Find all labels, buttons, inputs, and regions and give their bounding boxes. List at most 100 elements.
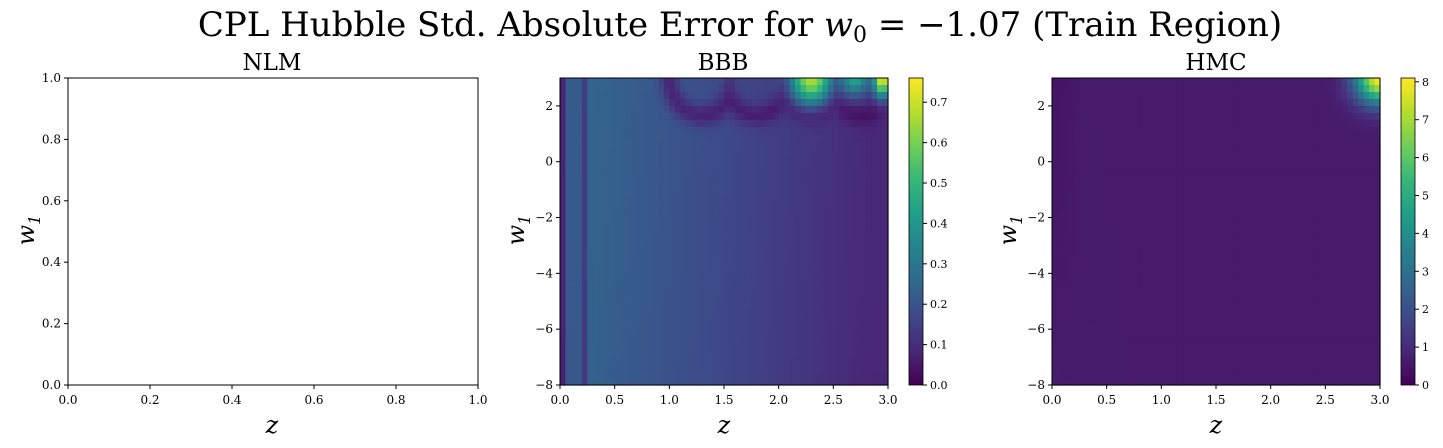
heatmap-cell xyxy=(1363,161,1370,170)
heatmap-cell xyxy=(734,287,741,295)
heatmap-cell xyxy=(1319,259,1326,267)
heatmap-cell xyxy=(833,259,840,267)
heatmap-cell xyxy=(740,371,747,379)
heatmap-cell xyxy=(696,217,703,226)
heatmap-cell xyxy=(647,175,654,184)
heatmap-cell xyxy=(680,252,687,261)
heatmap-cell xyxy=(658,280,665,288)
heatmap-cell xyxy=(1052,182,1059,191)
heatmap-cell xyxy=(866,224,873,233)
heatmap-cell xyxy=(1226,308,1233,316)
heatmap-cell xyxy=(603,273,610,281)
heatmap-cell xyxy=(1090,78,1097,86)
heatmap-cell xyxy=(1139,287,1146,295)
heatmap-cell xyxy=(1352,126,1359,135)
heatmap-cell xyxy=(1259,245,1266,254)
heatmap-cell xyxy=(1183,252,1190,261)
heatmap-cell xyxy=(1347,308,1354,316)
heatmap-cell xyxy=(1363,119,1370,128)
heatmap-cell xyxy=(1254,238,1261,247)
heatmap-cell xyxy=(1194,189,1201,198)
heatmap-cell xyxy=(1112,98,1119,107)
heatmap-cell xyxy=(729,210,736,219)
heatmap-cell xyxy=(696,147,703,156)
heatmap-cell xyxy=(652,231,659,240)
heatmap-cell xyxy=(1183,315,1190,323)
heatmap-cell xyxy=(1347,210,1354,219)
heatmap-cell xyxy=(1134,252,1141,261)
heatmap-cell xyxy=(1134,154,1141,163)
heatmap-cell xyxy=(800,168,807,177)
heatmap-cell xyxy=(1232,294,1239,302)
heatmap-cell xyxy=(1084,259,1091,267)
heatmap-cell xyxy=(778,357,785,365)
heatmap-cell xyxy=(784,238,791,247)
heatmap-cell xyxy=(1210,238,1217,247)
heatmap-cell xyxy=(1073,203,1080,212)
heatmap-cell xyxy=(1134,182,1141,191)
heatmap-cell xyxy=(767,105,774,114)
heatmap-cell xyxy=(1276,112,1283,121)
heatmap-cell xyxy=(1325,133,1332,142)
heatmap-cell xyxy=(1101,175,1108,184)
heatmap-cell xyxy=(871,203,878,212)
heatmap-cell xyxy=(1303,301,1310,309)
heatmap-cell xyxy=(1330,224,1337,233)
heatmap-cell xyxy=(1084,322,1091,330)
heatmap-cell xyxy=(751,364,758,372)
heatmap-cell xyxy=(560,329,567,337)
heatmap-cell xyxy=(669,147,676,156)
heatmap-cell xyxy=(1216,119,1223,128)
heatmap-cell xyxy=(1134,294,1141,302)
heatmap-cell xyxy=(795,161,802,170)
heatmap-cell xyxy=(1134,231,1141,240)
heatmap-cell xyxy=(581,182,588,191)
heatmap-cell xyxy=(603,105,610,114)
heatmap-cell xyxy=(647,350,654,358)
heatmap-cell xyxy=(1287,112,1294,121)
heatmap-cell xyxy=(1352,140,1359,149)
heatmap-cell xyxy=(1210,224,1217,233)
heatmap-cell xyxy=(1123,238,1130,247)
heatmap-cell xyxy=(1090,154,1097,163)
heatmap-cell xyxy=(822,378,829,386)
heatmap-cell xyxy=(1303,126,1310,135)
heatmap-cell xyxy=(1363,245,1370,254)
heatmap-cell xyxy=(849,357,856,365)
heatmap-cell xyxy=(866,217,873,226)
heatmap-cell xyxy=(822,154,829,163)
heatmap-cell xyxy=(642,203,649,212)
heatmap-cell xyxy=(811,287,818,295)
heatmap-cell xyxy=(1117,259,1124,267)
heatmap-cell xyxy=(1292,126,1299,135)
heatmap-cell xyxy=(784,245,791,254)
heatmap-cell xyxy=(1161,252,1168,261)
heatmap-cell xyxy=(745,378,752,386)
heatmap-cell xyxy=(1128,217,1135,226)
heatmap-cell xyxy=(838,301,845,309)
heatmap-cell xyxy=(1330,245,1337,254)
heatmap-cell xyxy=(762,231,769,240)
heatmap-cell xyxy=(1292,112,1299,121)
heatmap-cell xyxy=(647,336,654,344)
heatmap-cell xyxy=(1155,273,1162,281)
heatmap-cell xyxy=(1205,266,1212,274)
heatmap-cell xyxy=(576,140,583,149)
heatmap-cell xyxy=(1330,189,1337,198)
heatmap-cell xyxy=(1276,133,1283,142)
heatmap-cell xyxy=(1259,315,1266,323)
heatmap-cell xyxy=(1281,105,1288,114)
heatmap-cell xyxy=(1166,210,1173,219)
heatmap-cell xyxy=(691,140,698,149)
heatmap-cell xyxy=(1177,322,1184,330)
heatmap-cell xyxy=(1073,189,1080,198)
heatmap-cell xyxy=(1057,245,1064,254)
heatmap-cell xyxy=(767,182,774,191)
heatmap-cell xyxy=(636,217,643,226)
heatmap-cell xyxy=(1248,238,1255,247)
heatmap-cell xyxy=(751,287,758,295)
heatmap-cell xyxy=(1150,119,1157,128)
heatmap-cell xyxy=(838,182,845,191)
heatmap-cell xyxy=(751,329,758,337)
